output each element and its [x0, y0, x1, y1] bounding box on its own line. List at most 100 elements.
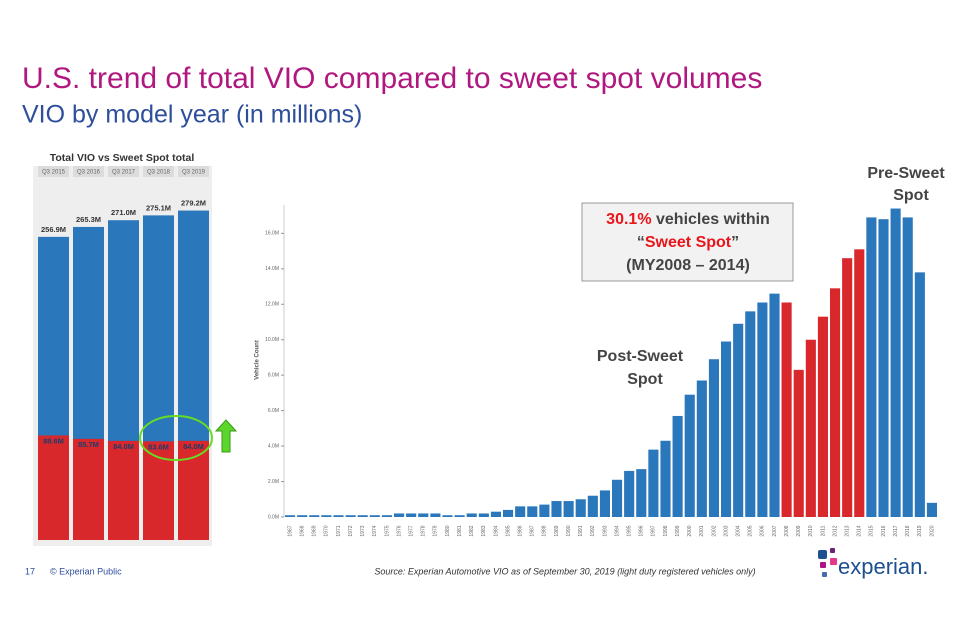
x-tick-label: 1982: [469, 525, 475, 536]
x-tick-label: 1992: [590, 525, 596, 536]
bar: [660, 440, 671, 517]
bar: [708, 359, 719, 517]
bar: [842, 258, 853, 517]
x-tick-label: 2011: [820, 525, 826, 536]
annotation-text: ”: [731, 234, 739, 251]
bar: [599, 490, 610, 517]
x-tick-label: 2012: [832, 525, 838, 536]
bar: [793, 369, 804, 517]
x-tick-label: 1995: [626, 525, 632, 536]
bar: [394, 513, 405, 517]
x-tick-label: 1999: [675, 525, 681, 536]
bar: [672, 415, 683, 517]
bar: [902, 217, 913, 517]
x-tick-label: 1985: [505, 525, 511, 536]
x-tick-label: 1968: [299, 525, 305, 536]
bar: [878, 219, 889, 517]
data-label: 279.2M: [181, 199, 206, 208]
x-tick-label: 1984: [493, 525, 499, 536]
x-tick-label: 2001: [699, 525, 705, 536]
bar: [745, 311, 756, 517]
bar: [297, 515, 308, 517]
bar: [624, 470, 635, 517]
header-cell: [143, 166, 174, 177]
highlight-ring: [139, 415, 213, 461]
annotation-line: “Sweet Spot”: [637, 234, 739, 251]
y-tick-label: 4.0M: [268, 443, 279, 449]
bar: [733, 323, 744, 517]
x-tick-label: 1979: [433, 525, 439, 536]
bar: [696, 380, 707, 517]
x-tick-label: 1986: [517, 525, 523, 536]
x-tick-label: 1998: [663, 525, 669, 536]
bar: [430, 513, 441, 517]
y-tick-label: 16.0M: [265, 231, 279, 237]
x-tick-label: 1997: [651, 525, 657, 536]
x-tick-label: 2009: [796, 525, 802, 536]
bar: [285, 515, 296, 517]
bar: [914, 272, 925, 517]
data-label: 88.6M: [43, 436, 64, 445]
y-axis-label: Vehicle Count: [255, 340, 261, 380]
bar: [636, 469, 647, 517]
bar: [454, 515, 465, 517]
y-tick-label: 8.0M: [268, 373, 279, 379]
bar: [721, 341, 732, 517]
y-tick-label: 6.0M: [268, 408, 279, 414]
copyright: © Experian Public: [50, 566, 122, 576]
bar: [418, 513, 429, 517]
bar: [612, 479, 623, 517]
bar: [321, 515, 332, 517]
bar: [369, 515, 380, 517]
bar: [73, 438, 104, 540]
x-tick-label: 2013: [844, 525, 850, 536]
data-label: 84.0M: [183, 442, 204, 451]
x-tick-label: 2014: [857, 525, 863, 536]
bar: [563, 501, 574, 517]
data-label: 83.6M: [148, 442, 169, 451]
x-tick-label: Q3 2019: [182, 170, 206, 176]
x-tick-label: 1993: [602, 525, 608, 536]
bar: [575, 499, 586, 517]
x-tick-label: 1972: [348, 525, 354, 536]
x-tick-label: 1973: [360, 525, 366, 536]
header-cell: [178, 166, 209, 177]
annotation-text: vehicles within: [652, 211, 770, 228]
x-tick-label: Q3 2017: [112, 170, 136, 176]
header-cell: [108, 166, 139, 177]
annotation-post: Spot: [627, 371, 663, 388]
x-tick-label: 1996: [639, 525, 645, 536]
x-tick-label: 1971: [336, 525, 342, 536]
bar: [805, 339, 816, 517]
annotation-line: 30.1% vehicles within: [606, 211, 770, 228]
bar: [684, 394, 695, 517]
bar: [551, 501, 562, 517]
bar: [406, 513, 417, 517]
x-tick-label: 1970: [324, 525, 330, 536]
x-tick-label: 1991: [578, 525, 584, 536]
y-tick-label: 12.0M: [265, 302, 279, 308]
bar: [143, 441, 174, 540]
bar: [830, 288, 841, 517]
x-tick-label: 1974: [372, 525, 378, 536]
bar: [38, 435, 69, 540]
x-tick-label: Q3 2015: [42, 170, 66, 176]
bar: [890, 208, 901, 517]
x-tick-label: 1983: [481, 525, 487, 536]
x-tick-label: 1977: [408, 525, 414, 536]
bar: [345, 515, 356, 517]
x-tick-label: 2007: [772, 525, 778, 536]
x-tick-label: 2003: [723, 525, 729, 536]
x-tick-label: 1994: [614, 525, 620, 536]
x-tick-label: 1989: [554, 525, 560, 536]
bar: [587, 495, 598, 517]
slide-title: U.S. trend of total VIO compared to swee…: [22, 62, 762, 95]
bar: [515, 506, 526, 517]
annotation-pre: Spot: [893, 187, 929, 204]
x-tick-label: 2018: [905, 525, 911, 536]
bar: [490, 511, 501, 517]
bar: [817, 316, 828, 517]
data-label: 84.0M: [113, 442, 134, 451]
